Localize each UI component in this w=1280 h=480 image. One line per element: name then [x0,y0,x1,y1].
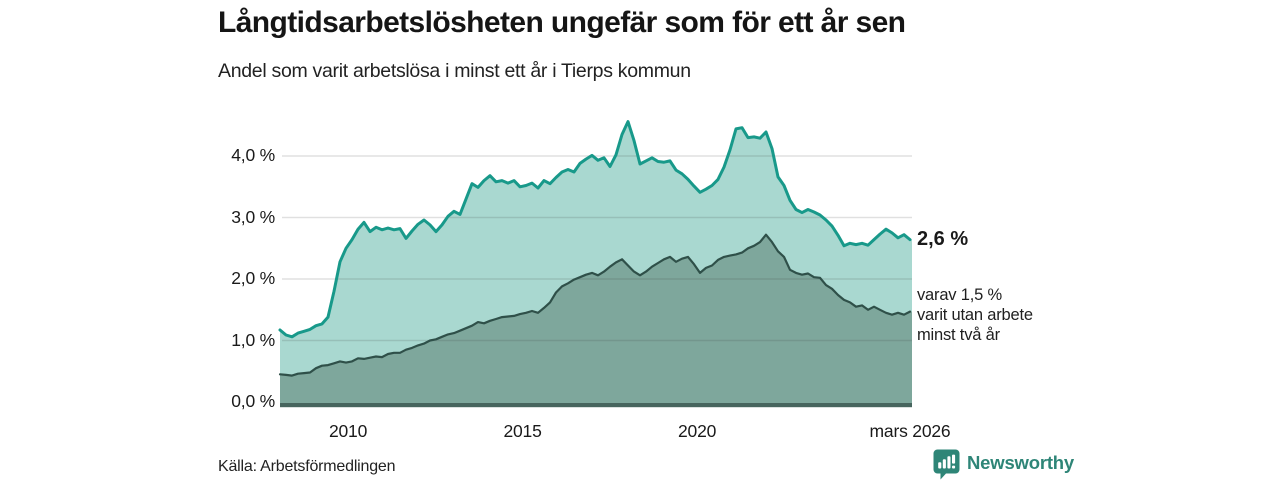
brand-name: Newsworthy [967,452,1074,473]
x-axis-baseline [280,403,912,408]
x-tick-label: 2015 [503,421,542,441]
y-tick-label: 0,0 % [231,391,275,411]
area-fill-series-1 [280,234,912,403]
series-line-0 [278,120,912,339]
y-tick-label: 4,0 % [231,145,275,165]
page-subtitle: Andel som varit arbetslösa i minst ett å… [218,60,691,82]
y-tick-label: 3,0 % [231,206,275,227]
x-tick-label: 2010 [328,421,368,441]
x-tick-label: 2020 [678,421,717,441]
source-note: Källa: Arbetsförmedlingen [218,458,396,475]
series-end-label-total: 2,6 % [917,228,969,250]
page-title: Långtidsarbetslösheten ungefär som för e… [218,6,906,39]
x-tick-label: mars 2026 [869,421,951,441]
newsworthy-chart-bubble-icon [933,449,960,479]
brand-logo: Newsworthy [933,448,1163,480]
y-tick-label: 2,0 % [231,268,275,288]
series-end-label-two-years: varav 1,5 % varit utan arbete minst två … [917,286,1033,344]
series-line-1 [278,233,912,377]
y-tick-label: 1,0 % [231,329,275,350]
